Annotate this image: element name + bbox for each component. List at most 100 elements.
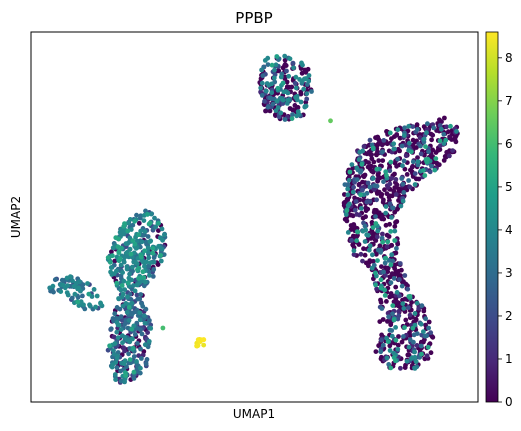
scatter-point	[411, 332, 417, 338]
scatter-point	[386, 362, 392, 367]
scatter-point	[405, 286, 411, 292]
scatter-point	[396, 309, 402, 314]
scatter-point	[379, 235, 385, 241]
scatter-point	[125, 280, 131, 286]
scatter-point	[108, 265, 114, 270]
scatter-point	[429, 334, 435, 339]
scatter-point	[273, 62, 279, 68]
scatter-point	[138, 228, 144, 234]
scatter-point	[51, 289, 56, 295]
colorbar-tick-label: 1	[505, 352, 513, 366]
scatter-point	[114, 329, 120, 335]
scatter-point	[394, 163, 399, 169]
scatter-point	[140, 269, 146, 275]
scatter-point	[107, 343, 112, 349]
scatter-point	[384, 355, 390, 361]
scatter-point	[393, 220, 398, 225]
scatter-point	[394, 182, 400, 188]
scatter-point	[259, 67, 264, 73]
scatter-point	[375, 228, 381, 234]
scatter-point	[393, 337, 399, 343]
scatter-point	[387, 164, 393, 170]
scatter-point	[134, 292, 140, 298]
scatter-point	[150, 246, 156, 251]
scatter-point	[150, 250, 156, 256]
scatter-point	[139, 239, 145, 245]
scatter-point	[379, 142, 385, 148]
scatter-point	[375, 149, 380, 155]
scatter-point	[380, 158, 386, 164]
x-axis-label: UMAP1	[233, 407, 275, 421]
scatter-point	[259, 93, 265, 98]
scatter-point	[301, 86, 307, 92]
scatter-point	[116, 249, 122, 254]
scatter-point	[393, 192, 399, 197]
scatter-point	[262, 98, 267, 104]
scatter-point	[302, 104, 308, 110]
scatter-point	[286, 73, 292, 79]
scatter-point	[349, 162, 355, 168]
scatter-point	[269, 90, 275, 96]
scatter-point	[387, 201, 393, 207]
scatter-point	[120, 340, 125, 346]
scatter-point	[386, 258, 392, 263]
scatter-point	[388, 262, 394, 268]
scatter-point	[396, 186, 401, 192]
scatter-point	[141, 218, 147, 224]
scatter-point	[138, 292, 144, 297]
scatter-point	[131, 283, 136, 288]
scatter-point	[389, 242, 394, 248]
scatter-point	[433, 150, 439, 155]
scatter-point	[124, 266, 130, 272]
scatter-point	[378, 277, 384, 283]
scatter-point	[428, 350, 434, 356]
scatter-point	[144, 259, 149, 265]
scatter-point	[134, 245, 140, 251]
scatter-point	[367, 184, 373, 190]
scatter-point	[278, 110, 284, 116]
scatter-point	[379, 337, 384, 343]
scatter-point	[385, 269, 391, 275]
scatter-point	[139, 331, 145, 337]
scatter-point	[394, 132, 400, 138]
scatter-point	[354, 238, 359, 244]
scatter-point	[147, 273, 152, 278]
scatter-point	[134, 282, 140, 288]
scatter-point	[284, 79, 290, 85]
scatter-point	[362, 252, 368, 258]
scatter-point	[387, 348, 393, 353]
scatter-point	[381, 179, 386, 185]
scatter-point	[118, 227, 124, 232]
y-axis-label: UMAP2	[9, 196, 23, 238]
scatter-point	[125, 220, 131, 226]
scatter-point	[341, 200, 347, 206]
scatter-point	[395, 127, 401, 133]
scatter-point	[85, 281, 90, 286]
scatter-point	[354, 165, 360, 171]
scatter-point	[294, 113, 300, 119]
scatter-point	[114, 305, 120, 310]
colorbar-tick-label: 5	[505, 180, 513, 194]
scatter-point	[108, 269, 113, 275]
scatter-point	[269, 62, 275, 68]
scatter-point	[387, 221, 392, 227]
scatter-point	[147, 220, 153, 226]
scatter-point	[98, 301, 104, 307]
scatter-point	[383, 255, 389, 261]
scatter-point	[105, 255, 111, 260]
scatter-point	[383, 169, 389, 175]
scatter-point	[358, 192, 363, 198]
chart-title: PPBP	[235, 9, 272, 27]
scatter-point	[453, 139, 459, 145]
scatter-point	[398, 203, 404, 209]
scatter-point	[287, 56, 293, 62]
scatter-point	[352, 207, 358, 213]
scatter-point	[274, 98, 280, 104]
scatter-point	[371, 233, 376, 239]
scatter-point	[397, 148, 402, 154]
scatter-point	[136, 220, 142, 226]
scatter-point	[390, 205, 396, 211]
scatter-point	[398, 365, 403, 371]
scatter-point	[399, 339, 405, 345]
scatter-point	[392, 171, 397, 177]
